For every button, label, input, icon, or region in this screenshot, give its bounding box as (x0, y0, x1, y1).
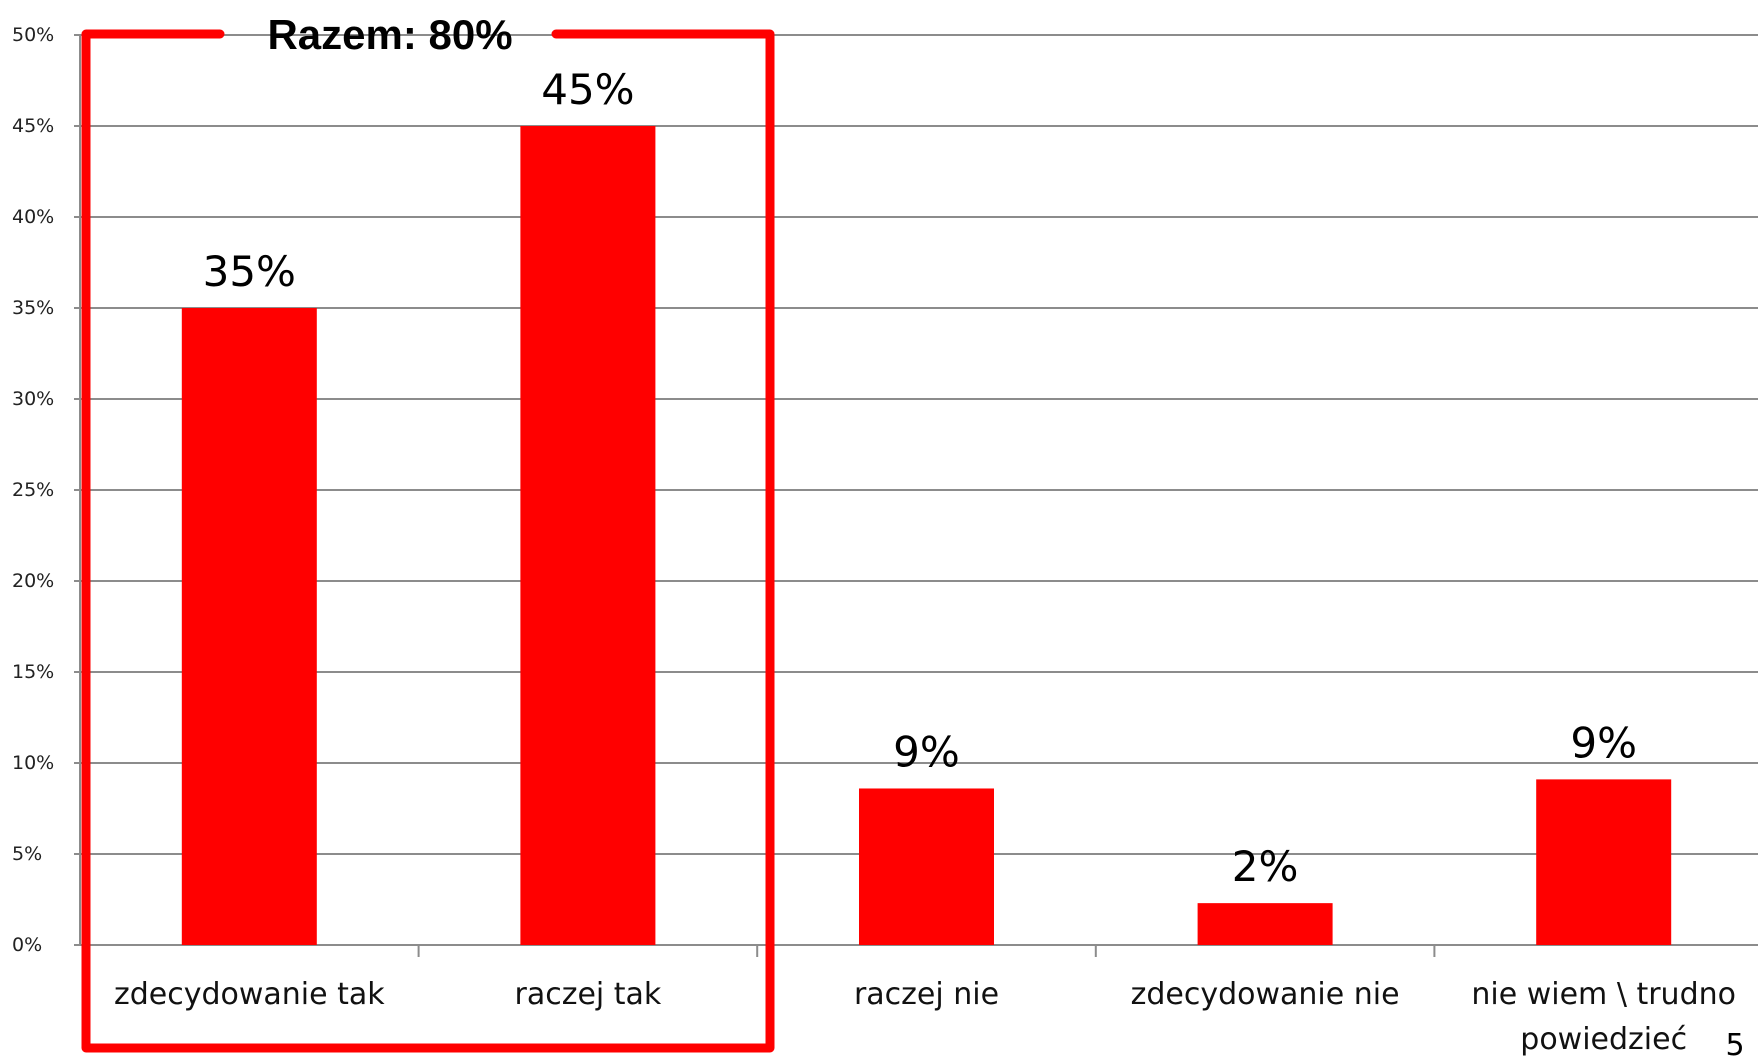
data-label: 2% (1232, 842, 1299, 891)
bar (859, 788, 994, 945)
y-tick-label: 0% (12, 934, 42, 956)
x-category-label: powiedzieć (1520, 1022, 1687, 1057)
y-tick-label: 45% (12, 115, 54, 137)
gridlines (74, 34, 1758, 946)
y-tick-label: 30% (12, 388, 54, 410)
y-tick-label: 10% (12, 752, 54, 774)
page-number: 5 (1725, 1028, 1744, 1061)
data-label: 35% (203, 247, 296, 296)
x-axis-labels: zdecydowanie tak raczej tak raczej nie zdec… (114, 977, 1736, 1057)
data-label: 9% (893, 727, 960, 776)
bar (1536, 779, 1672, 945)
y-tick-label: 25% (12, 479, 54, 501)
x-category-label: raczej nie (854, 977, 999, 1012)
y-tick-label: 35% (12, 297, 54, 319)
bar (520, 126, 656, 945)
callout-frame (81, 29, 775, 1053)
data-label: 45% (541, 65, 634, 114)
y-tick-label: 5% (12, 843, 42, 865)
y-tick-label: 50% (12, 24, 54, 46)
bar (181, 308, 317, 945)
data-label: 9% (1570, 718, 1637, 767)
y-tick-label: 40% (12, 206, 54, 228)
callout-label: Razem: 80% (267, 11, 512, 58)
y-tick-label: 15% (12, 661, 54, 683)
data-labels: 35% 45% 9% 2% 9% (203, 65, 1637, 891)
x-category-label: zdecydowanie nie (1131, 977, 1400, 1012)
x-category-label: raczej tak (514, 977, 661, 1012)
x-category-label: zdecydowanie tak (114, 977, 385, 1012)
y-axis-ticks: 0% 5% 10% 15% 20% 25% 30% 35% 40% 45% 50% (12, 24, 54, 956)
total-callout-box: Razem: 80% (81, 11, 775, 1053)
y-tick-label: 20% (12, 570, 54, 592)
bars (181, 126, 1672, 945)
bar (1197, 903, 1333, 945)
x-category-label: nie wiem \ trudno (1471, 977, 1736, 1012)
